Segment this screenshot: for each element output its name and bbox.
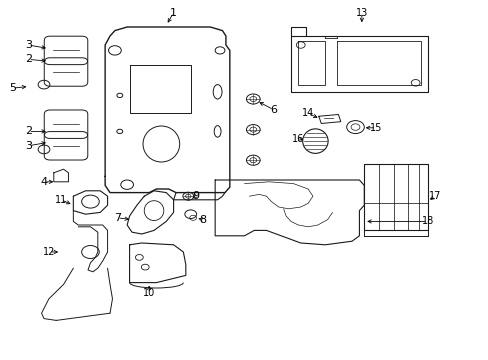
Text: 17: 17	[428, 191, 441, 201]
Text: 7: 7	[114, 213, 121, 223]
Text: 13: 13	[355, 8, 367, 18]
Text: 2: 2	[25, 126, 32, 136]
Text: 12: 12	[42, 247, 55, 257]
Text: 6: 6	[270, 105, 277, 115]
Text: 3: 3	[25, 141, 32, 151]
Text: 11: 11	[55, 195, 67, 205]
Text: 18: 18	[421, 216, 433, 226]
Text: 8: 8	[199, 215, 206, 225]
Text: 9: 9	[192, 191, 199, 201]
Text: 14: 14	[301, 108, 314, 118]
Text: 10: 10	[142, 288, 155, 298]
Text: 2: 2	[25, 54, 32, 64]
Text: 4: 4	[41, 177, 47, 187]
Text: 16: 16	[291, 134, 304, 144]
Text: 3: 3	[25, 40, 32, 50]
Text: 1: 1	[170, 8, 177, 18]
Text: 15: 15	[369, 123, 382, 133]
Text: 5: 5	[9, 83, 16, 93]
